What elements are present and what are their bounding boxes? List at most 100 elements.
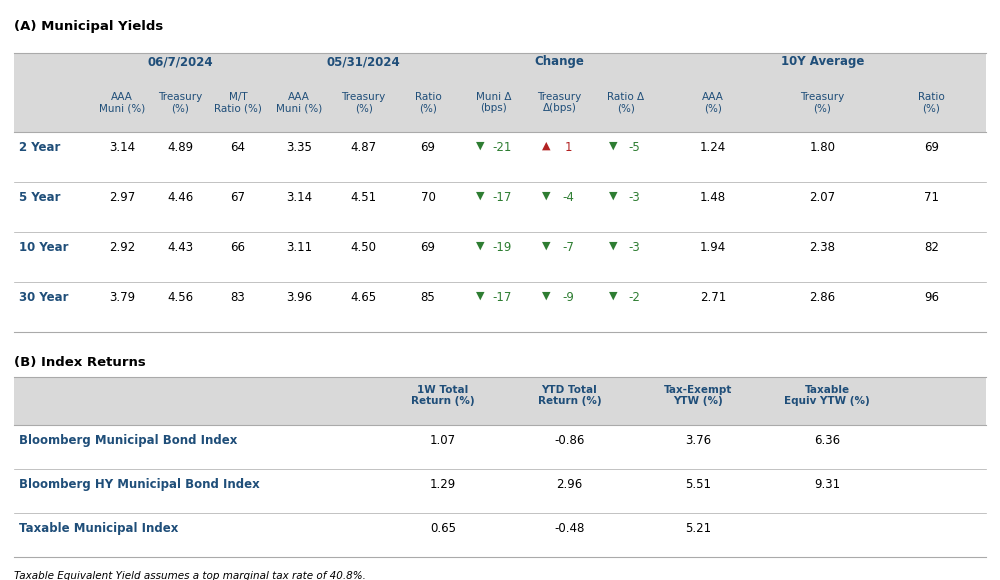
Text: 0.65: 0.65 <box>430 522 456 535</box>
Text: ▼: ▼ <box>608 241 617 251</box>
Text: ▼: ▼ <box>608 191 617 201</box>
Text: 1.24: 1.24 <box>700 141 726 154</box>
Text: Taxable Municipal Index: Taxable Municipal Index <box>19 522 178 535</box>
Text: 4.65: 4.65 <box>351 291 377 304</box>
Text: 3.14: 3.14 <box>109 141 135 154</box>
Text: (B) Index Returns: (B) Index Returns <box>14 356 146 369</box>
Text: 3.79: 3.79 <box>109 291 135 304</box>
Text: ▼: ▼ <box>476 241 485 251</box>
Text: Taxable Equivalent Yield assumes a top marginal tax rate of 40.8%.: Taxable Equivalent Yield assumes a top m… <box>14 571 366 580</box>
Text: Ratio Δ
(%): Ratio Δ (%) <box>607 92 644 113</box>
Text: Taxable
Equiv YTW (%): Taxable Equiv YTW (%) <box>784 385 870 407</box>
Text: ▼: ▼ <box>608 291 617 300</box>
Text: Treasury
(%): Treasury (%) <box>342 92 386 113</box>
Text: 2.86: 2.86 <box>809 291 835 304</box>
Text: ▼: ▼ <box>476 291 485 300</box>
Text: AAA
Muni (%): AAA Muni (%) <box>276 92 322 113</box>
Text: 9.31: 9.31 <box>814 478 840 491</box>
Text: -17: -17 <box>493 291 512 304</box>
Text: Bloomberg Municipal Bond Index: Bloomberg Municipal Bond Index <box>19 434 237 447</box>
Text: 4.46: 4.46 <box>167 191 193 204</box>
Text: 5.21: 5.21 <box>685 522 711 535</box>
Text: ▼: ▼ <box>608 141 617 151</box>
Text: Ratio
(%): Ratio (%) <box>415 92 441 113</box>
Text: 71: 71 <box>924 191 939 204</box>
Text: 2.07: 2.07 <box>809 191 835 204</box>
Text: 2.96: 2.96 <box>556 478 583 491</box>
Text: -9: -9 <box>562 291 574 304</box>
Text: 1.07: 1.07 <box>430 434 456 447</box>
Text: 4.50: 4.50 <box>351 241 377 253</box>
Text: 10Y Average: 10Y Average <box>781 55 864 68</box>
Text: 3.14: 3.14 <box>286 191 312 204</box>
Text: M/T
Ratio (%): M/T Ratio (%) <box>214 92 262 113</box>
Text: 2.71: 2.71 <box>700 291 726 304</box>
Text: 1.94: 1.94 <box>700 241 726 253</box>
Text: 1: 1 <box>565 141 572 154</box>
Text: 2 Year: 2 Year <box>19 141 60 154</box>
Text: ▲: ▲ <box>542 141 551 151</box>
Text: 66: 66 <box>231 241 246 253</box>
Text: ▼: ▼ <box>476 191 485 201</box>
Text: 2.92: 2.92 <box>109 241 135 253</box>
Text: (A) Municipal Yields: (A) Municipal Yields <box>14 20 163 33</box>
Text: 4.51: 4.51 <box>351 191 377 204</box>
Text: 3.96: 3.96 <box>286 291 312 304</box>
Text: AAA
Muni (%): AAA Muni (%) <box>99 92 145 113</box>
Text: -3: -3 <box>629 241 640 253</box>
Text: Treasury
(%): Treasury (%) <box>158 92 202 113</box>
Text: 4.89: 4.89 <box>167 141 193 154</box>
Text: -0.48: -0.48 <box>554 522 585 535</box>
Text: Treasury
Δ(bps): Treasury Δ(bps) <box>537 92 582 113</box>
Text: 3.35: 3.35 <box>286 141 312 154</box>
Text: 1.80: 1.80 <box>809 141 835 154</box>
Text: 30 Year: 30 Year <box>19 291 69 304</box>
Text: 69: 69 <box>421 141 436 154</box>
Text: ▼: ▼ <box>476 141 485 151</box>
Text: -0.86: -0.86 <box>554 434 585 447</box>
Text: 3.11: 3.11 <box>286 241 312 253</box>
Text: -19: -19 <box>493 241 512 253</box>
Text: 2.97: 2.97 <box>109 191 135 204</box>
Text: 06/7/2024: 06/7/2024 <box>147 55 213 68</box>
Text: 5 Year: 5 Year <box>19 191 61 204</box>
Text: -21: -21 <box>493 141 512 154</box>
Text: 85: 85 <box>421 291 435 304</box>
Text: 83: 83 <box>231 291 245 304</box>
Bar <box>14 376 986 425</box>
Bar <box>14 53 986 132</box>
Text: 4.87: 4.87 <box>351 141 377 154</box>
Text: ▼: ▼ <box>542 241 551 251</box>
Text: -7: -7 <box>562 241 574 253</box>
Text: -4: -4 <box>562 191 574 204</box>
Text: Ratio
(%): Ratio (%) <box>918 92 945 113</box>
Text: 4.43: 4.43 <box>167 241 193 253</box>
Text: 69: 69 <box>924 141 939 154</box>
Text: ▼: ▼ <box>542 291 551 300</box>
Text: 4.56: 4.56 <box>167 291 193 304</box>
Text: Tax-Exempt
YTW (%): Tax-Exempt YTW (%) <box>664 385 733 407</box>
Text: 64: 64 <box>231 141 246 154</box>
Text: 67: 67 <box>231 191 246 204</box>
Text: 2.38: 2.38 <box>809 241 835 253</box>
Text: 1.29: 1.29 <box>430 478 456 491</box>
Text: 69: 69 <box>421 241 436 253</box>
Text: -3: -3 <box>629 191 640 204</box>
Text: 5.51: 5.51 <box>685 478 711 491</box>
Text: -2: -2 <box>629 291 640 304</box>
Text: 3.76: 3.76 <box>685 434 711 447</box>
Text: 05/31/2024: 05/31/2024 <box>327 55 401 68</box>
Text: 10 Year: 10 Year <box>19 241 69 253</box>
Text: 82: 82 <box>924 241 939 253</box>
Text: 6.36: 6.36 <box>814 434 840 447</box>
Text: 70: 70 <box>421 191 436 204</box>
Text: 1.48: 1.48 <box>700 191 726 204</box>
Text: 1W Total
Return (%): 1W Total Return (%) <box>411 385 475 407</box>
Text: ▼: ▼ <box>542 191 551 201</box>
Text: YTD Total
Return (%): YTD Total Return (%) <box>538 385 601 407</box>
Text: AAA
(%): AAA (%) <box>702 92 724 113</box>
Text: -17: -17 <box>493 191 512 204</box>
Text: Change: Change <box>535 55 584 68</box>
Text: Muni Δ
(bps): Muni Δ (bps) <box>476 92 511 113</box>
Text: Bloomberg HY Municipal Bond Index: Bloomberg HY Municipal Bond Index <box>19 478 260 491</box>
